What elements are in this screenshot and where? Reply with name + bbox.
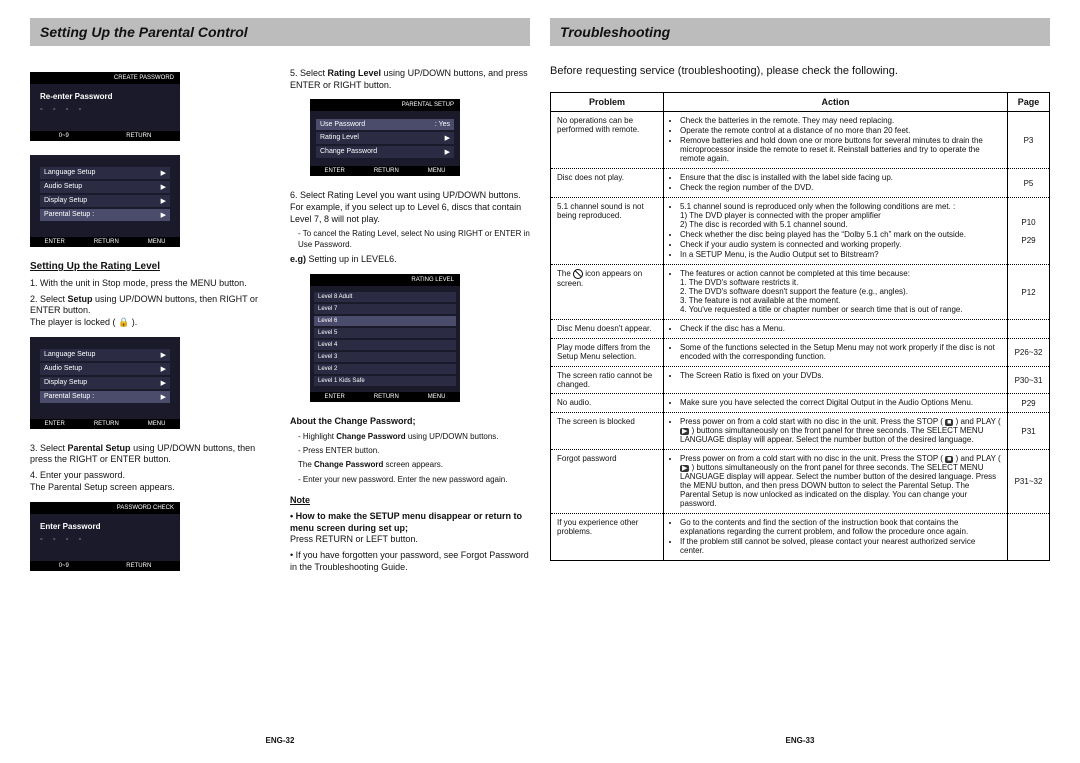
table-row: No audio.Make sure you have selected the… [551, 394, 1050, 413]
about-change-heading: About the Change Password; [290, 416, 530, 428]
table-row: No operations can be performed with remo… [551, 112, 1050, 169]
eg-line: e.g) Setting up in LEVEL6. [290, 254, 530, 266]
screenshot-enter-password: PASSWORD CHECK Enter Password - - - - 0~… [30, 502, 180, 571]
title-bar-left: Setting Up the Parental Control [30, 18, 530, 46]
step-1: 1. With the unit in Stop mode, press the… [30, 278, 270, 290]
table-row: Disc does not play.Ensure that the disc … [551, 169, 1050, 198]
step-2: 2. Select Setup using UP/DOWN buttons, t… [30, 294, 270, 329]
col-problem: Problem [551, 93, 664, 112]
step-3: 3. Select Parental Setup using UP/DOWN b… [30, 443, 270, 466]
troubleshooting-table: Problem Action Page No operations can be… [550, 92, 1050, 561]
page-left: Setting Up the Parental Control CREATE P… [20, 18, 540, 745]
table-row: If you experience other problems.Go to t… [551, 514, 1050, 561]
left-col-2: 5. Select Rating Level using UP/DOWN but… [290, 64, 530, 585]
table-row: Disc Menu doesn't appear.Check if the di… [551, 320, 1050, 339]
table-row: The icon appears on screen.The features … [551, 265, 1050, 320]
screenshot-setup-menu-2: Language Setup▶ Audio Setup▶ Display Set… [30, 337, 180, 429]
screenshot-reenter-password: CREATE PASSWORD Re-enter Password - - - … [30, 72, 180, 141]
step-6: 6. Select Rating Level you want using UP… [290, 190, 530, 225]
step-4: 4. Enter your password. The Parental Set… [30, 470, 270, 493]
left-col-1: CREATE PASSWORD Re-enter Password - - - … [30, 64, 270, 585]
footer-right: ENG-33 [540, 736, 1060, 745]
intro-text: Before requesting service (troubleshooti… [550, 64, 1050, 78]
rating-level-heading: Setting Up the Rating Level [30, 261, 270, 272]
screenshot-setup-menu: Language Setup▶ Audio Setup▶ Display Set… [30, 155, 180, 247]
step-5: 5. Select Rating Level using UP/DOWN but… [290, 68, 530, 91]
screenshot-parental-setup: PARENTAL SETUP Use Password: Yes Rating … [310, 99, 460, 176]
title-bar-right: Troubleshooting [550, 18, 1050, 46]
page-right: Troubleshooting Before requesting servic… [540, 18, 1060, 745]
footer-left: ENG-32 [20, 736, 540, 745]
screenshot-rating-level: RATING LEVEL Level 8 Adult Level 7 Level… [310, 274, 460, 402]
col-action: Action [664, 93, 1008, 112]
table-row: Play mode differs from the Setup Menu se… [551, 339, 1050, 367]
title-left: Setting Up the Parental Control [40, 24, 248, 40]
table-row: The screen is blockedPress power on from… [551, 413, 1050, 450]
table-row: 5.1 channel sound is not being reproduce… [551, 198, 1050, 265]
note-heading: Note [290, 495, 530, 507]
step-6-sub: - To cancel the Rating Level, select No … [298, 229, 530, 250]
title-right: Troubleshooting [560, 24, 670, 40]
table-row: The screen ratio cannot be changed.The S… [551, 367, 1050, 394]
col-page: Page [1008, 93, 1050, 112]
table-row: Forgot passwordPress power on from a col… [551, 450, 1050, 514]
